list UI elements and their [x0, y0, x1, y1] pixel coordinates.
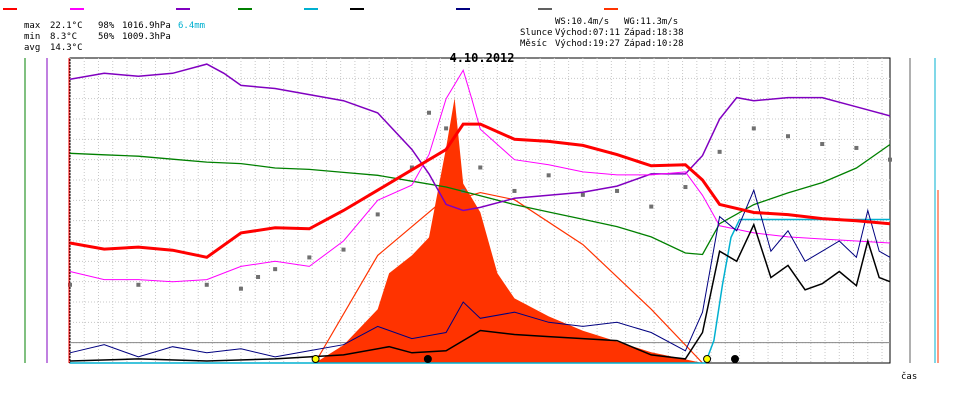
smer-point-22	[785, 134, 790, 139]
sun-set: Západ:18:38	[624, 28, 684, 38]
smer-point-0	[68, 282, 72, 287]
smer-point-1	[136, 282, 141, 287]
smer-point-14	[512, 188, 517, 193]
series-teplota	[69, 122, 891, 259]
series-tlak	[69, 143, 891, 256]
min-press: 1009.3hPa	[122, 32, 171, 42]
smer-point-9	[409, 165, 414, 170]
series-prizemni-teplota	[69, 68, 891, 283]
moonrise-marker	[731, 355, 740, 363]
wg-value: WG:11.3m/s	[624, 17, 678, 27]
smer-point-18	[649, 204, 654, 209]
smer-point-2	[204, 282, 209, 287]
smer-point-8	[375, 212, 380, 217]
moon-label: Měsíc	[520, 39, 547, 49]
sunset-marker	[703, 355, 712, 363]
smer-point-7	[341, 247, 346, 252]
max-label: max	[24, 21, 41, 31]
max-hum: 98%	[98, 21, 115, 31]
smer-point-15	[546, 173, 551, 178]
max-press: 1016.9hPa	[122, 21, 171, 31]
moonset-marker	[423, 355, 432, 363]
smer-point-20	[717, 149, 722, 154]
sun-label: Slunce	[520, 28, 553, 38]
plot-series	[68, 63, 892, 364]
max-rain: 6.4mm	[178, 21, 205, 31]
smer-point-11	[444, 126, 449, 131]
min-hum: 50%	[98, 32, 115, 42]
smer-point-16	[580, 192, 585, 197]
smer-point-6	[307, 255, 312, 260]
smer-point-24	[854, 145, 859, 150]
smer-point-21	[751, 126, 756, 131]
series-globalni-zareni	[70, 98, 890, 363]
axes	[24, 58, 939, 363]
stats-block: max 22.1°C 98% 1016.9hPa 6.4mm min 8.3°C…	[24, 21, 205, 53]
min-label: min	[24, 32, 40, 42]
smer-point-25	[888, 157, 892, 162]
sun-moon-info: WS:10.4m/s WG:11.3m/s Slunce Východ:07:1…	[520, 17, 684, 49]
smer-point-3	[238, 286, 243, 291]
series-rychlost-vetru	[69, 222, 891, 362]
series-srazky	[70, 218, 890, 364]
smer-point-5	[273, 267, 278, 272]
smer-point-17	[615, 188, 620, 193]
moon-set: Západ:10:28	[624, 39, 684, 49]
chart-title: 4.10.2012	[449, 51, 514, 65]
sunrise-marker	[311, 355, 320, 363]
series-vlhkost	[69, 63, 891, 212]
smer-point-10	[426, 110, 431, 115]
series-clear-sky-curve	[314, 191, 703, 364]
moon-rise: Východ:19:27	[555, 39, 620, 49]
smer-point-13	[478, 165, 483, 170]
ws-value: WS:10.4m/s	[555, 17, 609, 27]
smer-point-23	[820, 142, 825, 147]
sun-rise: Východ:07:11	[555, 28, 620, 38]
x-axis-label: čas	[901, 371, 917, 382]
max-temp: 22.1°C	[50, 21, 83, 31]
smer-point-19	[683, 185, 688, 190]
series-naraz-vetru	[69, 188, 891, 358]
avg-temp: 14.3°C	[50, 43, 83, 53]
min-temp: 8.3°C	[50, 32, 77, 42]
avg-label: avg	[24, 43, 40, 53]
smer-point-4	[256, 274, 261, 279]
